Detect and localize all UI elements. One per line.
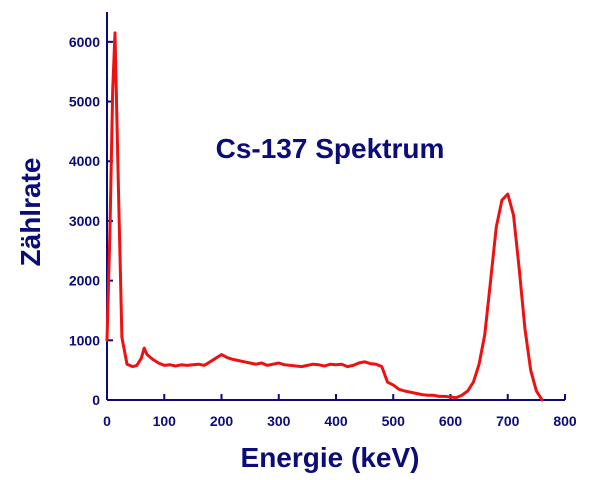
y-tick-label: 1000 — [69, 332, 100, 348]
spectrum-line — [105, 31, 544, 402]
axes — [106, 12, 565, 401]
y-axis-title: Zählrate — [15, 158, 46, 267]
y-tick-label: 3000 — [69, 213, 100, 229]
y-tick-label: 0 — [92, 392, 100, 408]
tick-labels: 0 100 200 300 400 500 600 700 800 0 1000 2000 3000 40… — [69, 34, 577, 429]
chart-title: Cs-137 Spektrum — [216, 133, 445, 164]
x-tick-label: 800 — [553, 413, 577, 429]
y-tick-label: 2000 — [69, 273, 100, 289]
x-axis-title: Energie (keV) — [241, 442, 420, 473]
x-tick-label: 0 — [103, 413, 111, 429]
x-tick-label: 100 — [153, 413, 177, 429]
x-tick-label: 400 — [324, 413, 348, 429]
x-tick-label: 200 — [210, 413, 234, 429]
x-tick-label: 500 — [382, 413, 406, 429]
x-tick-label: 600 — [439, 413, 463, 429]
y-tick-label: 4000 — [69, 153, 100, 169]
y-tick-label: 6000 — [69, 34, 100, 50]
x-tick-label: 300 — [267, 413, 291, 429]
x-tick-label: 700 — [496, 413, 520, 429]
y-tick-label: 5000 — [69, 94, 100, 110]
